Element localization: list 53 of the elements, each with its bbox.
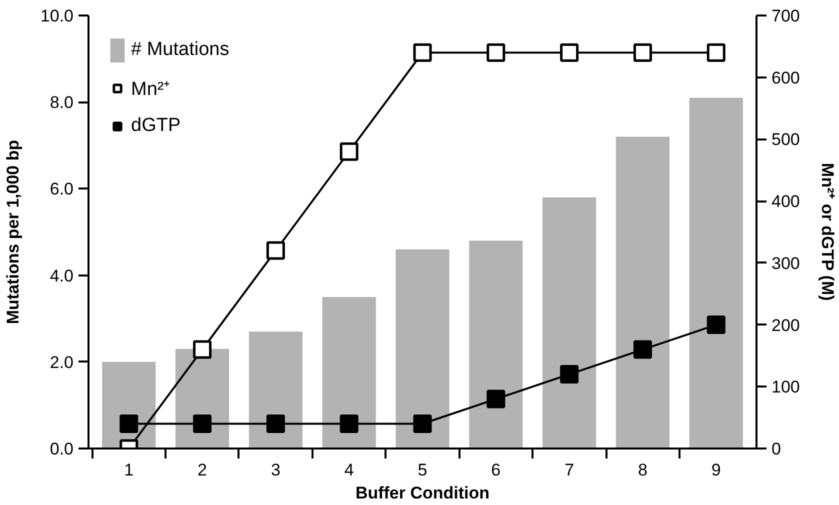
bar — [396, 249, 450, 448]
x-tick-label: 2 — [198, 460, 208, 480]
point — [193, 340, 212, 359]
x-tick-label: 4 — [344, 460, 354, 480]
point — [486, 43, 506, 62]
y2-axis-title: Mn²⁺ or dGTP (M) — [818, 162, 837, 301]
bar — [542, 197, 596, 448]
point — [633, 43, 652, 62]
legend-label: Mn²⁺ — [131, 78, 170, 101]
x-tick-label: 3 — [270, 460, 280, 480]
y2-tick-label: 700 — [772, 6, 800, 26]
y-axis-title: Mutations per 1,000 bp — [3, 140, 22, 324]
x-axis-title: Buffer Condition — [355, 484, 490, 502]
y-tick-label: 8.0 — [50, 93, 74, 112]
y-tick-label: 2.0 — [50, 352, 74, 372]
y2-tick-label: 0 — [772, 440, 781, 458]
x-tick-label: 7 — [564, 460, 574, 480]
y2-tick-label: 200 — [772, 316, 800, 335]
point — [413, 43, 432, 62]
y-tick-label: 6.0 — [50, 180, 74, 199]
legend-label: dGTP — [131, 115, 181, 137]
y2-tick-label: 500 — [772, 130, 800, 150]
point — [266, 414, 285, 434]
point — [340, 142, 358, 161]
point — [706, 43, 726, 62]
point — [266, 241, 285, 260]
point — [193, 414, 212, 434]
y2-tick-label: 400 — [772, 192, 800, 212]
point — [486, 390, 506, 408]
y2-tick-label: 300 — [772, 254, 800, 273]
x-tick-label: 5 — [418, 460, 428, 480]
x-tick-label: 1 — [124, 460, 134, 480]
bar — [322, 296, 376, 448]
point — [633, 340, 652, 359]
legend-label: # Mutations — [131, 39, 230, 61]
y2-tick-label: 100 — [772, 378, 800, 397]
bar — [469, 240, 523, 448]
x-tick-label: 8 — [638, 460, 648, 480]
x-tick-label: 6 — [491, 460, 501, 480]
point — [120, 414, 138, 434]
y-tick-label: 4.0 — [50, 266, 74, 286]
y-tick-label: 10.0 — [40, 6, 74, 26]
point — [413, 414, 432, 434]
y2-tick-label: 600 — [772, 68, 800, 88]
bar — [248, 332, 302, 448]
x-tick-label: 9 — [711, 460, 721, 480]
bar — [616, 136, 670, 448]
y-tick-label: 0.0 — [50, 440, 74, 458]
point — [340, 414, 358, 434]
point — [560, 365, 579, 384]
bar — [689, 98, 743, 448]
point — [706, 316, 726, 334]
point — [560, 43, 579, 62]
